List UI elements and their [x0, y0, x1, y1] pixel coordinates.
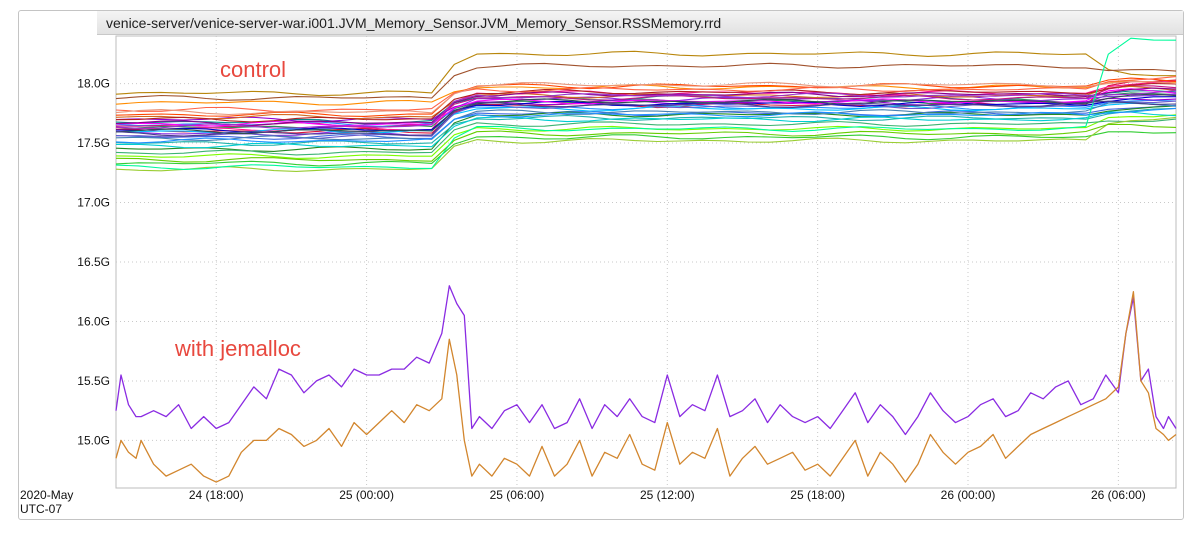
annotation-label: control	[220, 57, 286, 82]
x-tick-label: 26 (06:00)	[1091, 488, 1146, 502]
jemalloc-series-line	[115, 291, 1177, 483]
y-tick-label: 17.0G	[77, 196, 110, 210]
x-tick-label: 25 (18:00)	[790, 488, 845, 502]
annotation-label: with jemalloc	[174, 336, 301, 361]
x-tick-label: 25 (00:00)	[339, 488, 394, 502]
control-series-line	[115, 85, 1177, 129]
control-series-line	[115, 100, 1177, 137]
x-tick-label: 25 (06:00)	[490, 488, 545, 502]
control-series-line	[115, 93, 1177, 134]
control-series-line	[115, 123, 1177, 163]
x-tick-label: 26 (00:00)	[941, 488, 996, 502]
control-series-line	[115, 62, 1177, 101]
x-tick-label: 25 (12:00)	[640, 488, 695, 502]
control-series-line	[115, 131, 1177, 167]
control-series-line	[115, 87, 1177, 126]
x-origin-label: 2020-May	[20, 488, 73, 502]
control-series-line	[115, 104, 1177, 140]
chart-title: venice-server/venice-server-war.i001.JVM…	[106, 15, 722, 31]
y-tick-label: 16.0G	[77, 314, 110, 328]
y-tick-label: 16.5G	[77, 255, 110, 269]
control-series-line	[115, 90, 1177, 129]
jemalloc-series-group	[115, 285, 1177, 483]
y-tick-label: 15.0G	[77, 433, 110, 447]
y-axis-ticks: 15.0G 15.5G 16.0G 16.5G 17.0G 17.5G 18.0G	[77, 77, 110, 448]
timezone-label: UTC-07	[20, 502, 62, 516]
jemalloc-series-line	[115, 285, 1177, 436]
control-series-group	[115, 37, 1177, 172]
y-tick-label: 17.5G	[77, 136, 110, 150]
x-tick-label: 24 (18:00)	[189, 488, 244, 502]
control-series-line	[115, 101, 1177, 142]
control-series-line	[115, 80, 1177, 116]
control-series-line	[115, 116, 1177, 172]
y-tick-label: 15.5G	[77, 374, 110, 388]
chart-title-bar: venice-server/venice-server-war.i001.JVM…	[97, 11, 1183, 35]
control-series-line	[115, 118, 1177, 156]
annotations: control with jemalloc	[174, 57, 301, 361]
y-tick-label: 18.0G	[77, 77, 110, 91]
control-series-line	[115, 102, 1177, 134]
control-series-line	[115, 111, 1177, 149]
control-series-line	[115, 37, 1177, 170]
control-series-line	[115, 50, 1177, 97]
control-series-line	[115, 107, 1177, 144]
control-series-line	[115, 82, 1177, 123]
x-axis-ticks: 24 (18:00) 25 (00:00) 25 (06:00) 25 (12:00)…	[189, 488, 1146, 502]
